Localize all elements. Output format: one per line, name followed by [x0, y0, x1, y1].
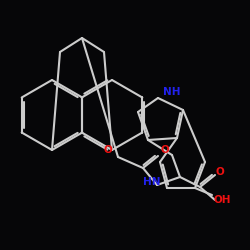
Text: O: O: [216, 167, 224, 177]
Text: NH: NH: [163, 87, 181, 97]
Text: OH: OH: [213, 195, 231, 205]
Text: HN: HN: [143, 177, 161, 187]
Text: O: O: [160, 145, 170, 155]
Text: O: O: [104, 145, 112, 155]
